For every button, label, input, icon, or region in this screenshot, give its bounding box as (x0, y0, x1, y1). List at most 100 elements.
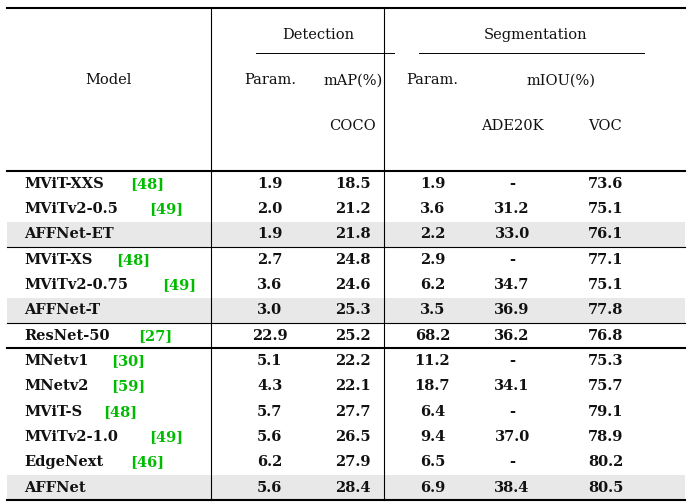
Text: [49]: [49] (149, 202, 183, 216)
Text: -: - (509, 253, 515, 267)
Text: [59]: [59] (111, 379, 145, 393)
Text: 75.1: 75.1 (588, 202, 623, 216)
Text: 9.4: 9.4 (420, 430, 445, 444)
Text: [48]: [48] (116, 253, 150, 267)
Text: 18.5: 18.5 (335, 177, 371, 191)
Text: mIOU(%): mIOU(%) (526, 73, 595, 88)
Text: 3.6: 3.6 (257, 278, 282, 292)
Text: AFFNet: AFFNet (24, 481, 86, 495)
Text: 18.7: 18.7 (415, 379, 450, 393)
Text: 2.9: 2.9 (420, 253, 445, 267)
Text: Param.: Param. (244, 73, 296, 88)
Text: 73.6: 73.6 (588, 177, 623, 191)
Text: MViTv2-1.0: MViTv2-1.0 (24, 430, 118, 444)
Text: [48]: [48] (131, 177, 165, 191)
Text: 6.2: 6.2 (257, 456, 282, 469)
Text: 6.4: 6.4 (420, 405, 445, 419)
Text: 34.7: 34.7 (494, 278, 530, 292)
Text: [48]: [48] (102, 405, 137, 419)
Text: [30]: [30] (111, 354, 145, 368)
Text: 37.0: 37.0 (495, 430, 529, 444)
Text: 25.3: 25.3 (335, 303, 371, 317)
Text: -: - (509, 354, 515, 368)
Text: 75.7: 75.7 (588, 379, 623, 393)
Text: 75.1: 75.1 (588, 278, 623, 292)
Text: 4.3: 4.3 (257, 379, 282, 393)
Text: MNetv2: MNetv2 (24, 379, 89, 393)
Text: 1.9: 1.9 (420, 177, 445, 191)
Text: 24.8: 24.8 (335, 253, 371, 267)
Text: ADE20K: ADE20K (481, 119, 543, 133)
Text: 22.1: 22.1 (335, 379, 371, 393)
Text: 78.9: 78.9 (588, 430, 623, 444)
Text: 27.9: 27.9 (335, 456, 371, 469)
Bar (7, 475, 685, 500)
Text: COCO: COCO (329, 119, 376, 133)
Text: 76.1: 76.1 (588, 227, 623, 241)
Text: Segmentation: Segmentation (483, 28, 587, 42)
Text: [46]: [46] (130, 456, 164, 469)
Text: mAP(%): mAP(%) (323, 73, 383, 88)
Text: [49]: [49] (149, 430, 183, 444)
Text: 76.8: 76.8 (588, 329, 623, 343)
Text: -: - (509, 177, 515, 191)
Text: 31.2: 31.2 (494, 202, 530, 216)
Text: MViTv2-0.75: MViTv2-0.75 (24, 278, 128, 292)
Text: Param.: Param. (406, 73, 459, 88)
Text: 33.0: 33.0 (495, 227, 529, 241)
Text: 22.9: 22.9 (252, 329, 288, 343)
Text: -: - (509, 456, 515, 469)
Text: ResNet-50: ResNet-50 (24, 329, 110, 343)
Text: AFFNet-T: AFFNet-T (24, 303, 100, 317)
Text: 2.2: 2.2 (420, 227, 445, 241)
Text: 34.1: 34.1 (494, 379, 530, 393)
Text: 80.5: 80.5 (588, 481, 623, 495)
Text: 28.4: 28.4 (335, 481, 371, 495)
Text: 21.2: 21.2 (335, 202, 371, 216)
Text: 36.2: 36.2 (494, 329, 530, 343)
Text: Detection: Detection (282, 28, 354, 42)
Text: -: - (509, 405, 515, 419)
Bar (7, 222, 685, 247)
Text: 36.9: 36.9 (494, 303, 530, 317)
Text: 3.0: 3.0 (257, 303, 282, 317)
Text: 5.7: 5.7 (257, 405, 282, 419)
Text: 25.2: 25.2 (335, 329, 371, 343)
Text: 11.2: 11.2 (415, 354, 450, 368)
Text: MNetv1: MNetv1 (24, 354, 89, 368)
Text: 6.2: 6.2 (420, 278, 445, 292)
Text: [49]: [49] (162, 278, 196, 292)
Text: MViT-XS: MViT-XS (24, 253, 93, 267)
Text: 3.5: 3.5 (420, 303, 445, 317)
Text: 1.9: 1.9 (257, 227, 282, 241)
Text: 5.1: 5.1 (257, 354, 282, 368)
Text: AFFNet-ET: AFFNet-ET (24, 227, 114, 241)
Text: 79.1: 79.1 (588, 405, 623, 419)
Text: 27.7: 27.7 (335, 405, 371, 419)
Text: EdgeNext: EdgeNext (24, 456, 104, 469)
Text: 24.6: 24.6 (335, 278, 371, 292)
Text: 5.6: 5.6 (257, 481, 282, 495)
Text: [27]: [27] (138, 329, 172, 343)
Text: 2.0: 2.0 (257, 202, 282, 216)
Text: 75.3: 75.3 (588, 354, 623, 368)
Text: 77.1: 77.1 (588, 253, 623, 267)
Text: 26.5: 26.5 (335, 430, 371, 444)
Text: MViT-S: MViT-S (24, 405, 82, 419)
Text: 6.5: 6.5 (420, 456, 445, 469)
Text: 21.8: 21.8 (335, 227, 371, 241)
Text: 6.9: 6.9 (420, 481, 445, 495)
Text: 3.6: 3.6 (420, 202, 445, 216)
Text: Model: Model (86, 73, 132, 88)
Text: MViTv2-0.5: MViTv2-0.5 (24, 202, 118, 216)
Text: 2.7: 2.7 (257, 253, 282, 267)
Text: 68.2: 68.2 (415, 329, 450, 343)
Text: MViT-XXS: MViT-XXS (24, 177, 104, 191)
Text: 77.8: 77.8 (588, 303, 623, 317)
Text: 22.2: 22.2 (335, 354, 371, 368)
Text: 80.2: 80.2 (588, 456, 623, 469)
Text: 38.4: 38.4 (494, 481, 530, 495)
Bar (7, 298, 685, 323)
Text: 5.6: 5.6 (257, 430, 282, 444)
Text: VOC: VOC (589, 119, 622, 133)
